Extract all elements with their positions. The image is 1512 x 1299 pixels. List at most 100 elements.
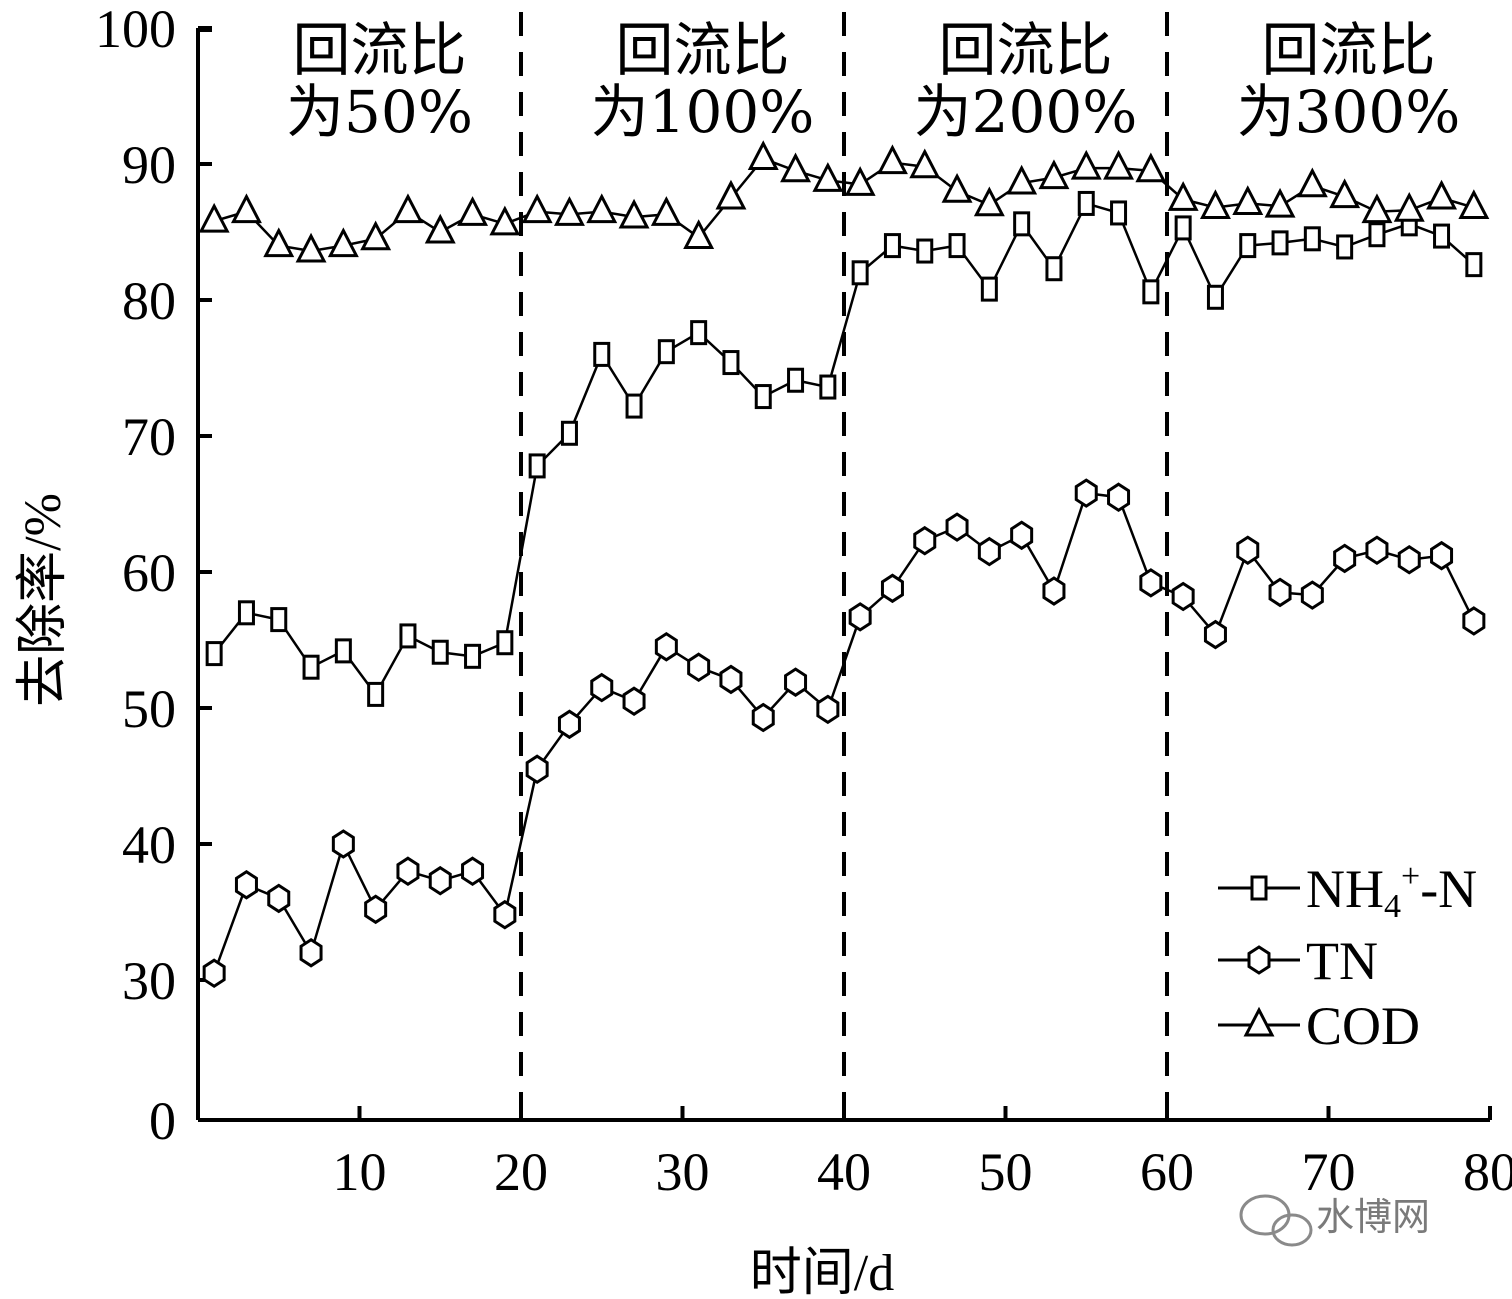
data-point-nh4-n — [1013, 211, 1031, 237]
data-point-cod — [392, 193, 424, 224]
data-point-nh4-n — [1077, 190, 1095, 216]
series-cod — [198, 140, 1490, 263]
data-point-cod — [650, 196, 682, 226]
series-tn — [202, 478, 1486, 988]
data-point-cod — [618, 198, 650, 229]
series-line-cod — [213, 157, 1475, 253]
data-point-tn — [1365, 535, 1389, 566]
data-point-nh4-n — [754, 384, 772, 410]
data-point-cod — [909, 148, 941, 179]
data-point-cod — [1296, 167, 1328, 198]
data-point-cod — [424, 213, 456, 244]
data-point-cod — [1199, 189, 1231, 220]
series-line-nh4-n — [213, 201, 1475, 697]
data-point-tn — [1268, 577, 1292, 608]
data-point-nh4-n — [237, 600, 255, 626]
data-point-nh4-n — [1045, 256, 1063, 282]
y-axis-label: 去除率/% — [15, 493, 72, 707]
data-point-nh4-n — [1368, 222, 1386, 248]
data-point-tn — [525, 754, 549, 784]
data-point-tn — [1397, 544, 1421, 575]
data-point-cod — [1264, 187, 1296, 218]
data-point-cod — [553, 196, 585, 226]
data-point-tn — [751, 702, 775, 733]
x-tick-label: 80 — [1463, 1142, 1512, 1202]
data-point-nh4-n — [625, 393, 643, 419]
x-tick-label: 40 — [817, 1142, 871, 1202]
data-point-tn — [1430, 540, 1454, 571]
data-point-nh4-n — [916, 238, 934, 264]
phase-label-line1: 回流比 — [615, 16, 789, 84]
data-point-nh4-n — [1433, 223, 1451, 249]
data-point-nh4-n — [690, 320, 708, 346]
data-point-cod — [1458, 189, 1490, 220]
data-point-nh4-n — [948, 233, 966, 259]
y-tick-label: 40 — [122, 815, 176, 875]
data-point-tn — [1462, 606, 1486, 636]
data-point-cod — [780, 152, 812, 183]
data-point-cod — [521, 193, 553, 224]
data-point-tn — [622, 686, 646, 716]
data-point-tn — [687, 652, 711, 682]
phase-label-line1: 回流比 — [938, 16, 1112, 84]
data-point-nh4-n — [1303, 226, 1321, 252]
data-point-nh4-n — [367, 681, 385, 707]
y-tick-label: 70 — [122, 407, 176, 467]
legend-label: NH4+-N — [1306, 858, 1477, 925]
data-point-nh4-n — [883, 233, 901, 259]
data-point-tn — [557, 709, 581, 740]
data-point-tn — [719, 664, 743, 695]
data-point-nh4-n — [496, 630, 514, 656]
data-point-nh4-n — [270, 607, 288, 633]
data-point-cod — [941, 172, 973, 203]
data-point-tn — [428, 865, 452, 896]
data-point-cod — [844, 166, 876, 196]
data-point-tn — [1171, 581, 1195, 612]
series-layer — [198, 140, 1490, 988]
x-tick-label: 20 — [494, 1142, 548, 1202]
phase-label-line2: 为200% — [914, 78, 1138, 146]
data-point-nh4-n — [431, 639, 449, 665]
data-point-nh4-n — [1110, 200, 1128, 226]
y-tick-label: 60 — [122, 543, 176, 603]
data-point-nh4-n — [819, 374, 837, 400]
phase-label-line1: 回流比 — [292, 16, 466, 84]
legend-swatch-marker — [1250, 875, 1268, 901]
legend-item-cod: COD — [1218, 996, 1420, 1056]
data-point-tn — [1236, 535, 1260, 566]
legend-swatch-marker — [1243, 1006, 1275, 1037]
phase-dividers — [519, 12, 1169, 1120]
x-tick-label: 60 — [1140, 1142, 1194, 1202]
data-point-cod — [230, 193, 262, 224]
data-point-cod — [1426, 179, 1458, 210]
phase-label-line1: 回流比 — [1261, 16, 1435, 84]
legend-label: TN — [1306, 931, 1378, 991]
data-point-tn — [654, 632, 678, 662]
data-point-cod — [747, 140, 779, 171]
data-point-tn — [1042, 576, 1066, 606]
data-point-cod — [263, 227, 295, 258]
data-point-tn — [1074, 478, 1098, 508]
data-point-tn — [913, 525, 937, 556]
data-point-tn — [880, 573, 904, 604]
x-axis-label: 时间/d — [750, 1245, 894, 1299]
data-point-cod — [1393, 191, 1425, 222]
y-tick-label: 80 — [122, 271, 176, 331]
data-point-cod — [586, 193, 618, 224]
data-point-cod — [1135, 152, 1167, 183]
data-point-cod — [812, 162, 844, 192]
series-line-tn — [212, 491, 1475, 974]
data-point-nh4-n — [722, 350, 740, 376]
chat-bubble-icon — [1239, 1194, 1313, 1247]
data-point-tn — [977, 536, 1001, 567]
legend-label-tail: -N — [1420, 859, 1477, 919]
data-point-nh4-n — [560, 420, 578, 446]
data-point-cod — [295, 232, 327, 263]
legend-item-nh4-n: NH4+-N — [1218, 858, 1477, 925]
data-point-tn — [331, 829, 355, 859]
y-tick-label: 50 — [122, 679, 176, 739]
data-point-tn — [1203, 619, 1227, 650]
data-point-cod — [876, 144, 908, 175]
